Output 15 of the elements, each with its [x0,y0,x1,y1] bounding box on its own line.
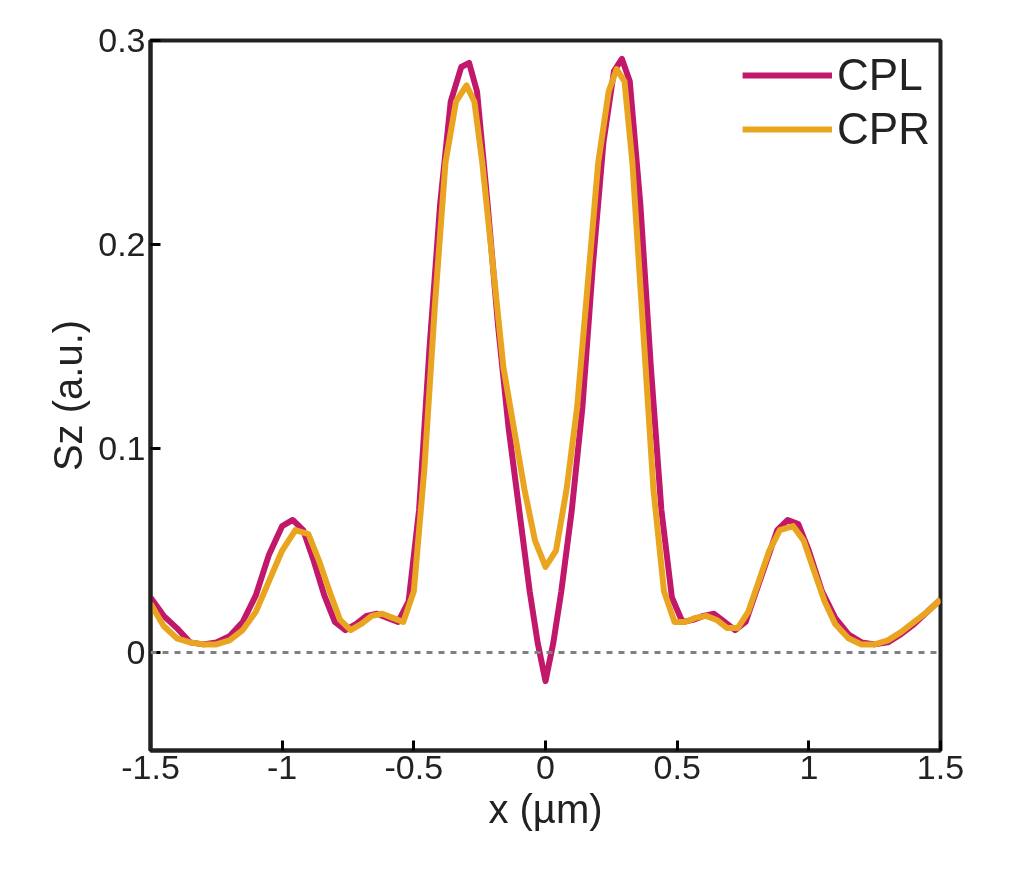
legend-label: CPL [837,50,923,100]
y-tick-label: 0.1 [98,429,146,468]
y-tick-label: 0.3 [98,21,146,59]
y-axis-title: Sz (a.u.) [46,319,91,472]
x-tick-label: -1 [267,747,298,786]
x-tick-label: -0.5 [384,747,444,786]
y-tick-label: 0.2 [98,225,146,264]
x-tick-label: 1 [799,747,819,786]
x-tick-label: 0.5 [653,747,701,786]
x-tick-label: 1.5 [916,747,965,786]
x-tick-label: 0 [536,747,555,786]
y-tick-label: 0 [126,633,146,672]
legend-label: CPR [837,104,930,154]
x-axis-title: x (µm) [488,786,603,831]
x-tick-label: -1.5 [121,747,180,786]
